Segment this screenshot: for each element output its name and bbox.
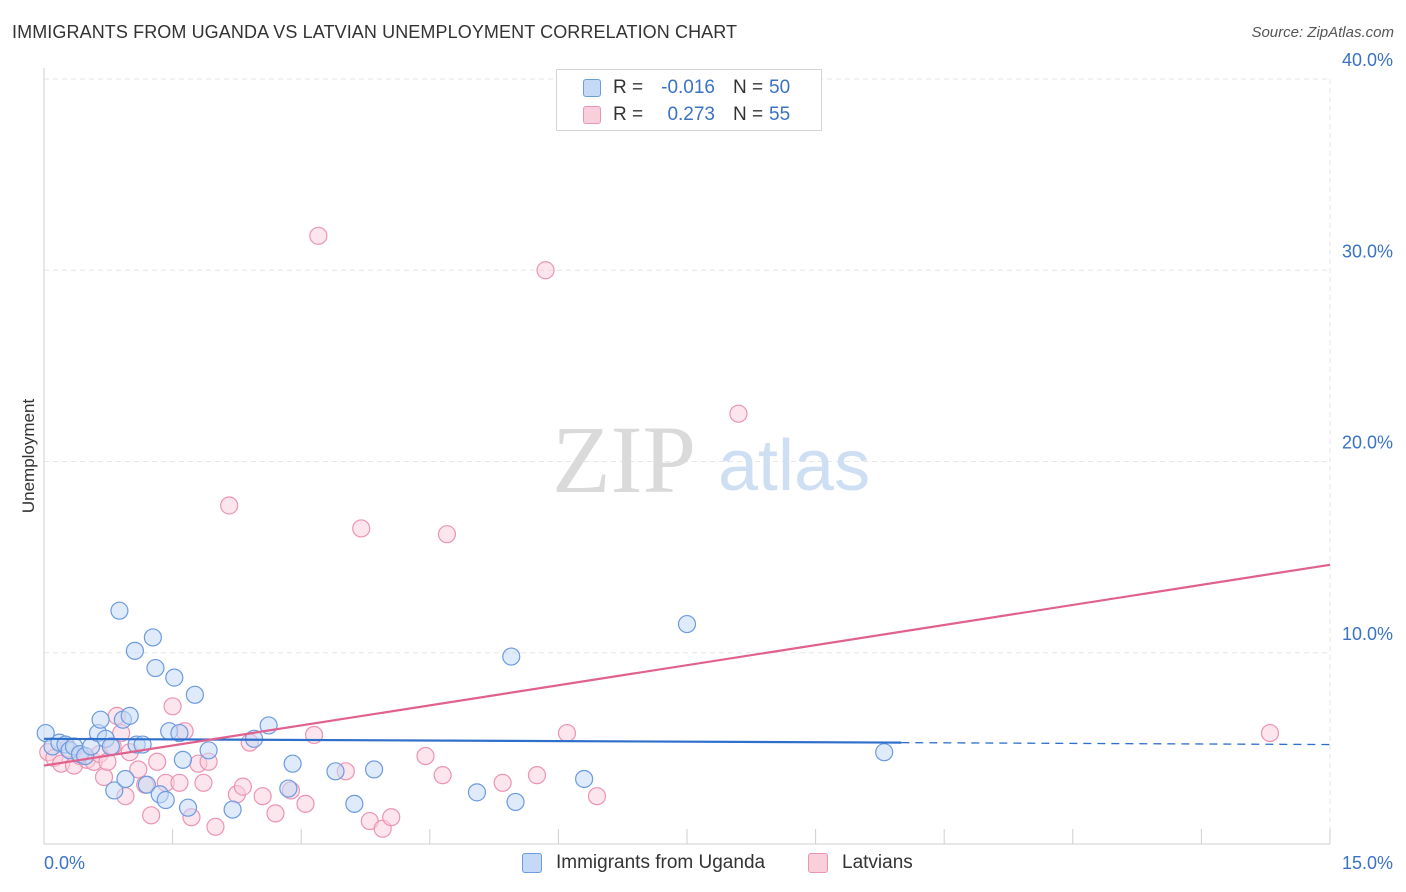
uganda-point (178, 798, 198, 817)
latvians-point (233, 777, 253, 796)
latvians-point (557, 723, 577, 743)
uganda-point (364, 760, 384, 779)
uganda-point (875, 743, 894, 762)
uganda-point (506, 792, 525, 812)
uganda-swatch (583, 79, 601, 97)
uganda-point (146, 658, 165, 678)
uganda-point (279, 779, 298, 798)
uganda-point (173, 750, 192, 769)
uganda-point (120, 706, 139, 725)
uganda-point (101, 737, 120, 756)
latvians-point (170, 773, 189, 792)
latvians-swatch (583, 106, 601, 124)
r-value: 0.273 (667, 104, 715, 125)
n-value: 55 (769, 104, 791, 125)
watermark-atlas: atlas (718, 426, 870, 506)
latvians-point (220, 496, 239, 515)
latvians-point (253, 787, 272, 806)
latvians-point (536, 261, 555, 280)
latvians-point (527, 766, 547, 785)
latvians-point (163, 697, 182, 716)
latvians-point (194, 773, 213, 792)
latvians-point (587, 787, 607, 806)
n-label: N = (733, 104, 764, 125)
latvians-point (352, 519, 371, 538)
x-tick-label-max: 15.0% (1342, 853, 1393, 873)
latvians-point (142, 806, 161, 825)
latvians-point (493, 773, 512, 792)
latvians-point (729, 404, 748, 423)
latvians-point (206, 817, 225, 836)
latvians-point (266, 804, 285, 823)
latvians-point (309, 226, 328, 245)
uganda-point (105, 781, 124, 800)
uganda-point (110, 601, 129, 620)
latvians-trend-line (43, 563, 1331, 767)
series-latvians (39, 226, 1280, 838)
uganda-point (677, 614, 697, 634)
uganda-point (283, 754, 302, 773)
uganda-point (326, 762, 345, 781)
uganda-point (199, 741, 218, 760)
uganda-point (467, 783, 487, 802)
legend-row-uganda: R = -0.016 N = 50 (557, 75, 821, 101)
latvians-point (129, 760, 148, 779)
trend-lines (43, 563, 1331, 767)
legend-label-uganda: Immigrants from Uganda (556, 852, 766, 873)
uganda-point (345, 794, 364, 813)
latvians-point (416, 746, 435, 766)
uganda-swatch (522, 853, 542, 873)
uganda-point (116, 769, 135, 789)
series-legend: Immigrants from Uganda Latvians (0, 851, 1406, 877)
r-label: R = (613, 77, 644, 98)
latvians-point (437, 525, 457, 544)
uganda-point (143, 628, 162, 647)
uganda-point (125, 641, 144, 660)
uganda-point (165, 668, 184, 687)
uganda-point (137, 775, 156, 794)
latvians-swatch (808, 853, 828, 873)
latvians-point (148, 752, 167, 771)
chart-title: IMMIGRANTS FROM UGANDA VS LATVIAN UNEMPL… (12, 22, 738, 42)
uganda-point (502, 647, 521, 666)
uganda-trend-line (43, 737, 902, 744)
y-axis-title: Unemployment (19, 399, 38, 514)
latvians-point (433, 766, 452, 785)
x-tick-label-min: 0.0% (44, 853, 85, 873)
y-tick-label: 30.0% (1342, 241, 1393, 261)
legend-row-latvians: R = 0.273 N = 55 (557, 102, 821, 128)
y-tick-label: 40.0% (1342, 50, 1393, 70)
r-value: -0.016 (661, 77, 715, 98)
axes (43, 68, 1330, 845)
uganda-point (185, 685, 204, 704)
uganda-point (170, 723, 189, 743)
y-tick-label: 20.0% (1342, 433, 1393, 453)
latvians-point (382, 808, 401, 827)
r-label: R = (613, 104, 644, 125)
latvians-point (1260, 723, 1280, 743)
series-uganda (36, 601, 894, 819)
latvians-point (296, 794, 315, 813)
uganda-trend-extension (901, 741, 1331, 746)
chart-source: Source: ZipAtlas.com (1251, 24, 1394, 41)
y-tick-label: 10.0% (1342, 624, 1393, 644)
uganda-point (575, 769, 594, 789)
n-value: 50 (769, 77, 791, 98)
n-label: N = (733, 77, 764, 98)
legend-label-latvians: Latvians (842, 852, 913, 873)
stats-legend: R = -0.016 N = 50 R = 0.273 N = 55 (556, 69, 822, 131)
uganda-point (156, 790, 175, 810)
watermark: ZIP atlas (552, 406, 870, 513)
watermark-zip: ZIP (552, 406, 696, 513)
uganda-point (91, 710, 110, 729)
tick-labels: 10.0% 20.0% 30.0% 40.0% 0.0% 15.0% (44, 50, 1393, 873)
uganda-point (223, 800, 242, 819)
